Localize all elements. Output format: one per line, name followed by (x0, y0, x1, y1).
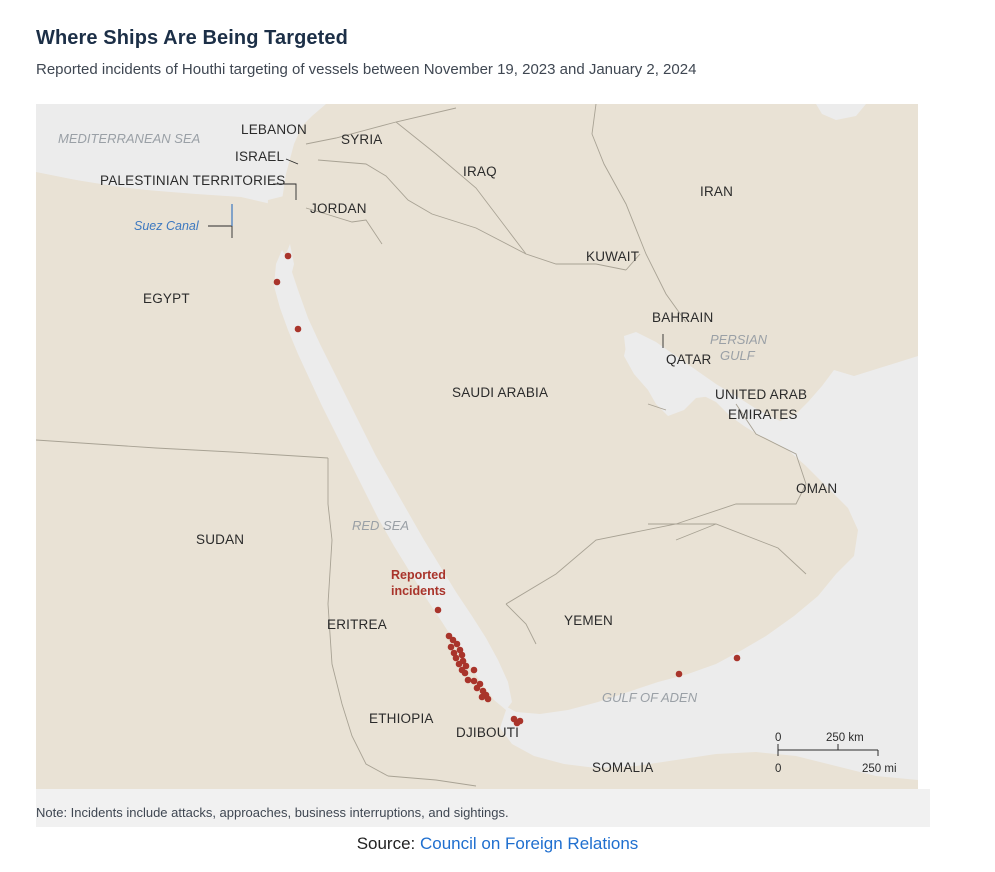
country-borders (36, 104, 807, 787)
incident-marker (478, 693, 486, 701)
incident-marker (464, 676, 472, 684)
mediterranean-sea-label: MEDITERRANEAN SEA (58, 131, 200, 146)
bahrain-label: BAHRAIN (652, 310, 713, 325)
incident-marker (452, 654, 460, 662)
sudan-label: SUDAN (196, 532, 244, 547)
gulf-of-aden-label: GULF OF ADEN (602, 690, 698, 705)
red-sea-water (274, 250, 512, 710)
incident-marker (461, 669, 469, 677)
kuwait-label: KUWAIT (586, 249, 639, 264)
lebanon-label: LEBANON (241, 122, 307, 137)
reported-incidents-label-1: Reported (391, 568, 446, 582)
reported-incidents-label-2: incidents (391, 584, 446, 598)
persian-gulf-water (624, 332, 828, 440)
palestinian-territories-label: PALESTINIAN TERRITORIES (100, 173, 285, 188)
caspian-water (816, 104, 866, 120)
scale-bar: 0 250 km 0 250 mi (775, 732, 897, 775)
iraq-label: IRAQ (463, 164, 497, 179)
uae-label-1: UNITED ARAB (715, 387, 807, 402)
gulf-of-aden-water (506, 626, 918, 744)
iran-label: IRAN (700, 184, 733, 199)
egypt-label: EGYPT (143, 291, 190, 306)
scale-km-zero: 0 (775, 732, 781, 744)
incident-marker (733, 654, 741, 662)
persian-gulf-label-2: GULF (720, 348, 756, 363)
israel-label: ISRAEL (235, 149, 285, 164)
incident-marker (450, 649, 458, 657)
note-bar: Note: Incidents include attacks, approac… (36, 789, 930, 827)
incident-marker (294, 325, 302, 333)
syria-label: SYRIA (341, 132, 383, 147)
incident-marker (445, 632, 453, 640)
incident-marker (470, 677, 478, 685)
scale-km-label: 250 km (826, 732, 864, 744)
jordan-label: JORDAN (310, 201, 367, 216)
scale-mi-label: 250 mi (862, 763, 897, 775)
uae-label-2: EMIRATES (728, 407, 798, 422)
suez-canal-label: Suez Canal (134, 219, 200, 233)
incident-marker (447, 643, 455, 651)
incident-marker (449, 636, 457, 644)
landmass-africa (36, 174, 506, 789)
incident-marker (284, 252, 292, 260)
yemen-label: YEMEN (564, 613, 613, 628)
somalia-label: SOMALIA (592, 760, 653, 775)
incident-marker (675, 670, 683, 678)
incident-marker (458, 651, 466, 659)
eritrea-label: ERITREA (327, 617, 387, 632)
footnote: Note: Incidents include attacks, approac… (36, 805, 509, 820)
source-link[interactable]: Council on Foreign Relations (420, 834, 639, 853)
qatar-label: QATAR (666, 352, 712, 367)
source-line: Source: Council on Foreign Relations (0, 834, 995, 854)
chart-title: Where Ships Are Being Targeted (36, 27, 348, 49)
persian-gulf-label-1: PERSIAN (710, 332, 768, 347)
incident-marker (434, 606, 442, 614)
djibouti-label: DJIBOUTI (456, 725, 519, 740)
oman-label: OMAN (796, 481, 837, 496)
incident-marker (513, 719, 521, 727)
red-sea-label: RED SEA (352, 518, 409, 533)
incident-marker (484, 695, 492, 703)
incident-marker (453, 640, 461, 648)
incident-marker (473, 684, 481, 692)
incident-marker (455, 660, 463, 668)
map-svg: 0 250 km 0 250 mi MEDITERRANEAN SEA LEBA… (36, 104, 918, 789)
source-prefix: Source: (356, 834, 420, 853)
ethiopia-label: ETHIOPIA (369, 711, 434, 726)
chart-subtitle: Reported incidents of Houthi targeting o… (36, 61, 697, 78)
saudi-arabia-label: SAUDI ARABIA (452, 385, 548, 400)
landmass-sinai (266, 196, 290, 282)
incident-marker (273, 278, 281, 286)
incident-markers (273, 252, 741, 727)
incident-marker (456, 646, 464, 654)
incident-marker (462, 662, 470, 670)
map-panel: 0 250 km 0 250 mi MEDITERRANEAN SEA LEBA… (36, 104, 918, 789)
incident-marker (470, 666, 478, 674)
scale-mi-zero: 0 (775, 763, 781, 775)
